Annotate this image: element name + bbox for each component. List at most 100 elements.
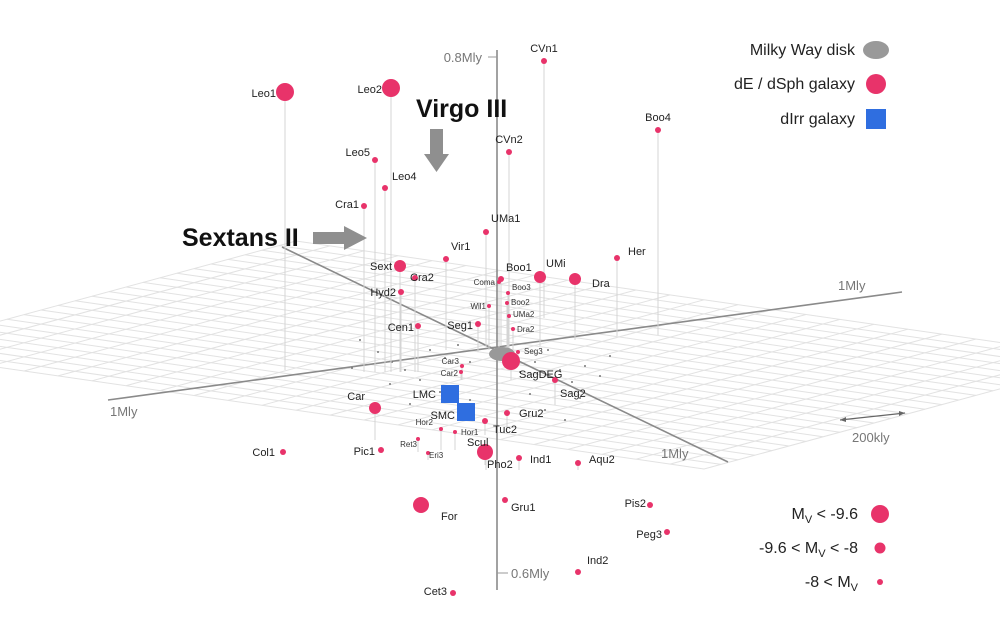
galaxy-label-cvn2: CVn2	[495, 134, 523, 146]
galaxy-marker-hor2	[439, 427, 443, 431]
galaxy-labels: Leo1 Leo2 CVn1 Boo4 CVn2 Leo5 Leo4 Cra1 UMa1 Vir1…	[252, 43, 671, 598]
grid-line	[6, 318, 824, 438]
ground-mark	[584, 365, 586, 367]
ground-mark	[429, 349, 431, 351]
ground-mark	[444, 357, 446, 359]
galaxy-label-gru1: Gru1	[511, 502, 535, 514]
galaxy-marker-aqu2	[575, 460, 581, 466]
galaxy-marker-cen1	[415, 323, 421, 329]
galaxy-label-cet3: Cet3	[424, 586, 447, 598]
callout-sextans2: Sextans II	[182, 224, 299, 252]
galaxy-marker-peg3	[664, 529, 670, 535]
callout-arrow-sextans2	[313, 232, 345, 244]
galaxy-label-for: For	[441, 511, 458, 523]
galaxy-label-seg1: Seg1	[447, 320, 473, 332]
galaxy-marker-eri3	[426, 451, 430, 455]
grid-line	[244, 254, 1000, 365]
galaxy-marker-ind2	[575, 569, 581, 575]
grid-line	[125, 286, 943, 406]
galaxy-label-car2: Car2	[441, 369, 459, 378]
ground-mark	[351, 367, 353, 369]
galaxy-label-uma1: UMa1	[491, 213, 520, 225]
ground-mark	[599, 375, 601, 377]
ground-mark	[389, 383, 391, 385]
ground-mark	[544, 409, 546, 411]
galaxy-marker-hyd2	[398, 289, 404, 295]
scale-bar-label: 200kly	[852, 430, 890, 445]
galaxy-label-sext: Sext	[370, 261, 392, 273]
grid-line	[0, 367, 705, 470]
galaxy-label-leo5: Leo5	[346, 147, 370, 159]
galaxy-markers	[276, 58, 670, 596]
ground-mark	[609, 355, 611, 357]
galaxy-label-seg3: Seg3	[524, 347, 543, 356]
grid-line	[0, 359, 722, 465]
galaxy-marker-sext	[394, 260, 406, 272]
galaxy-label-hor2: Hor2	[416, 418, 434, 427]
galaxy-marker-for	[413, 497, 429, 513]
grid-line	[0, 338, 773, 452]
callouts: Virgo III Sextans II	[182, 95, 507, 252]
galaxy-label-sagdeg: SagDEG	[519, 369, 562, 381]
grid-line	[0, 240, 297, 322]
grid-line	[40, 309, 858, 429]
ground-mark	[534, 361, 536, 363]
grid-line	[142, 281, 960, 401]
galaxy-label-boo4: Boo4	[645, 112, 671, 124]
grid-line	[0, 345, 756, 456]
grid-line	[295, 240, 1000, 343]
grid-line	[0, 331, 790, 447]
legend-magnitude-3: -8 < MV	[805, 574, 859, 594]
galaxy-marker-cra1	[361, 203, 367, 209]
ground-mark	[419, 379, 421, 381]
galaxy-marker-cet3	[450, 590, 456, 596]
callout-virgo3: Virgo III	[416, 95, 507, 123]
callout-arrow-virgo3	[430, 129, 443, 155]
galaxy-label-boo3: Boo3	[512, 283, 531, 292]
galaxy-marker-car3	[460, 364, 464, 368]
galaxy-marker-col1	[280, 449, 286, 455]
ground-mark	[439, 391, 441, 393]
galaxy-label-tuc2: Tuc2	[493, 424, 517, 436]
galaxy-marker-will1	[487, 304, 491, 308]
galaxy-label-cra1: Cra1	[335, 199, 359, 211]
galaxy-marker-gru2	[504, 410, 510, 416]
grid-line	[210, 263, 1000, 379]
ground-mark	[564, 419, 566, 421]
galaxy-marker-dra2	[511, 327, 515, 331]
galaxy-label-gru2: Gru2	[519, 408, 543, 420]
galaxy-marker-car	[369, 402, 381, 414]
grid-mask	[0, 478, 1000, 625]
galaxy-label-coma: Coma	[474, 278, 496, 287]
galaxy-marker-gru1	[502, 497, 508, 503]
legend-label-disk: Milky Way disk	[750, 42, 856, 59]
ground-mark	[529, 393, 531, 395]
galaxy-marker-sagdeg	[502, 352, 520, 370]
galaxy-label-ind2: Ind2	[587, 555, 608, 567]
galaxy-marker-smc	[457, 403, 475, 421]
galaxy-label-scul: Scul	[467, 437, 488, 449]
grid-line	[278, 245, 1000, 351]
legend-disk-icon	[863, 41, 889, 59]
galaxy-label-leo2: Leo2	[358, 84, 382, 96]
ground-mark	[519, 371, 521, 373]
scale-bar	[839, 412, 906, 421]
galaxy-label-ind1: Ind1	[530, 454, 551, 466]
galaxy-label-pis2: Pis2	[625, 498, 646, 510]
galaxy-label-car3: Car3	[442, 357, 460, 366]
grid-line	[74, 300, 892, 419]
galaxy-label-smc: SMC	[431, 410, 456, 422]
ground-mark	[571, 381, 573, 383]
grid-line	[0, 324, 807, 442]
axis-label-z-bottom: 0.6Mly	[511, 566, 550, 581]
ground-mark	[579, 397, 581, 399]
grid-line	[159, 277, 977, 396]
axis-label-z-top: 0.8Mly	[444, 50, 483, 65]
galaxy-marker-ret3	[416, 437, 420, 441]
galaxy-label-lmc: LMC	[413, 389, 436, 401]
galaxy-marker-cvn2	[506, 149, 512, 155]
legend-label-dirr: dIrr galaxy	[780, 111, 855, 128]
scale-bar-arrow	[840, 417, 846, 422]
legend-label-dsph: dE / dSph galaxy	[734, 76, 855, 93]
